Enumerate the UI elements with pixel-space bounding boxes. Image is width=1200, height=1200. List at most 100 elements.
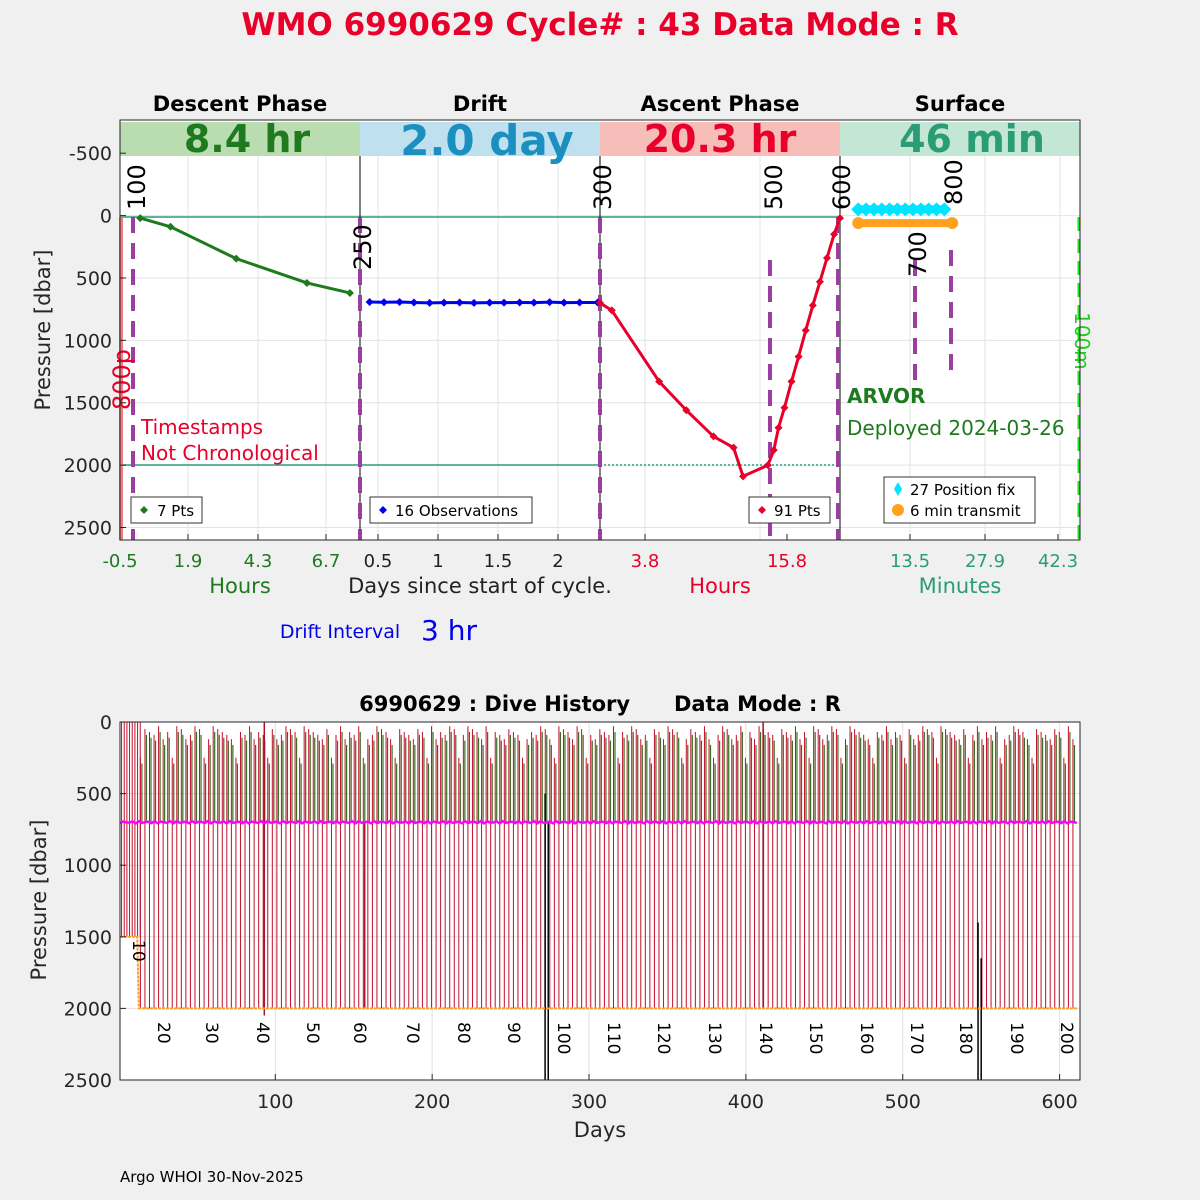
descent-legend-text: 7 Pts bbox=[157, 502, 194, 520]
drift-legend-marker-icon bbox=[379, 506, 387, 514]
ascent-point bbox=[774, 423, 783, 432]
top-y-tick-label: 500 bbox=[76, 268, 112, 290]
ascent-legend-marker-icon bbox=[758, 506, 766, 514]
top-y-axis-label: Pressure [dbar] bbox=[31, 250, 55, 411]
float-type-label: ARVOR bbox=[847, 384, 925, 408]
descent-point bbox=[136, 214, 145, 223]
drift-phase-label: Drift bbox=[453, 92, 507, 116]
drift-point bbox=[545, 298, 554, 307]
top-y-tick-label: 2000 bbox=[64, 455, 112, 477]
drift-x-tick-label: 2 bbox=[552, 551, 563, 572]
cycle-number-label: 50 bbox=[302, 1022, 322, 1044]
ascent-duration: 20.3 hr bbox=[644, 117, 797, 161]
cycle-number-label: 40 bbox=[252, 1022, 272, 1044]
drift-point bbox=[455, 298, 464, 307]
ascent-point bbox=[709, 432, 718, 441]
drift-point bbox=[560, 298, 568, 307]
drift-duration: 2.0 day bbox=[400, 116, 574, 165]
surface-x-tick-label: 13.5 bbox=[890, 551, 930, 572]
cycle-number-label: 180 bbox=[955, 1022, 975, 1054]
drift-point bbox=[515, 298, 524, 307]
drift-point bbox=[380, 298, 388, 307]
right-100m-label: 100m bbox=[1070, 312, 1094, 370]
vline-label-700: 700 bbox=[904, 231, 932, 277]
descent-point bbox=[166, 222, 175, 231]
ascent-point bbox=[607, 306, 616, 315]
descent-x-tick-label: -0.5 bbox=[102, 551, 137, 572]
top-y-tick-label: 2500 bbox=[64, 518, 112, 540]
drift-point bbox=[365, 298, 374, 307]
drift-legend: 16 Observations bbox=[369, 496, 533, 524]
park-pressure-line bbox=[119, 819, 1078, 825]
top-y-tick-label: 0 bbox=[100, 206, 112, 228]
top-y-tick-label: 1000 bbox=[64, 330, 112, 352]
ascent-legend: 91 Pts bbox=[748, 496, 831, 524]
descent-point bbox=[345, 288, 354, 297]
ascent-point bbox=[808, 301, 817, 310]
vline-label-300: 300 bbox=[589, 164, 617, 210]
drift-band bbox=[360, 122, 600, 156]
drift-x-tick-label: 0.5 bbox=[364, 551, 393, 572]
surface-x-tick-label: 42.3 bbox=[1038, 551, 1078, 572]
bottom-y-tick-label: 500 bbox=[76, 784, 112, 806]
cycle-number-label: 10 bbox=[128, 940, 148, 962]
drift-point bbox=[395, 298, 404, 307]
bottom-x-tick-label: 100 bbox=[257, 1091, 293, 1113]
position-fix-legend-text: 27 Position fix bbox=[910, 481, 1015, 499]
cycle-number-label: 160 bbox=[856, 1022, 876, 1054]
bottom-y-axis-label: Pressure [dbar] bbox=[27, 820, 51, 981]
ascent-point bbox=[780, 403, 789, 412]
descent-point bbox=[302, 278, 311, 287]
vline-label-100: 100 bbox=[123, 164, 151, 210]
ascent-point bbox=[822, 254, 831, 263]
ascent-x-tick-label: 15.8 bbox=[767, 551, 807, 572]
descent-point bbox=[232, 254, 241, 263]
cycle-number-label: 130 bbox=[704, 1022, 724, 1054]
descent-x-axis-label: Hours bbox=[209, 574, 271, 598]
surface-band bbox=[840, 122, 1080, 156]
bottom-axes-frame bbox=[119, 721, 1081, 1081]
left-800p-label: 800p bbox=[108, 349, 136, 410]
bottom-y-tick-label: 0 bbox=[100, 712, 112, 734]
top-panel: Descent Phase Drift Ascent Phase Surface… bbox=[31, 92, 1094, 647]
drift-interval-label: Drift Interval bbox=[280, 621, 400, 643]
transmit-legend-text: 6 min transmit bbox=[910, 502, 1021, 520]
cycle-number-label: 70 bbox=[402, 1022, 422, 1044]
surface-x-tick-label: 27.9 bbox=[965, 551, 1005, 572]
descent-x-tick-label: 6.7 bbox=[312, 551, 341, 572]
ascent-point bbox=[836, 214, 844, 223]
top-y-tick-label: -500 bbox=[69, 143, 112, 165]
max-depth-line bbox=[120, 935, 1077, 1010]
bottom-x-tick-label: 600 bbox=[1041, 1091, 1077, 1113]
drift-point bbox=[500, 298, 508, 307]
ascent-band bbox=[600, 122, 840, 156]
drift-point bbox=[470, 298, 478, 307]
dive-history-series bbox=[119, 722, 1078, 1080]
surface-series bbox=[851, 202, 959, 230]
vline-label-600: 600 bbox=[828, 164, 856, 210]
drift-legend-text: 16 Observations bbox=[395, 502, 518, 520]
cycle-number-label: 190 bbox=[1006, 1022, 1026, 1054]
ascent-series bbox=[596, 214, 844, 481]
drift-point bbox=[410, 298, 418, 307]
ascent-point bbox=[787, 377, 796, 386]
cycle-number-label: 80 bbox=[453, 1022, 473, 1044]
timestamps-warning-line2: Not Chronological bbox=[141, 441, 319, 465]
ascent-point bbox=[655, 377, 664, 386]
bottom-y-tick-label: 2500 bbox=[64, 1070, 112, 1092]
cycle-number-label: 120 bbox=[653, 1022, 673, 1054]
surface-duration: 46 min bbox=[899, 117, 1045, 161]
ascent-x-axis-label: Hours bbox=[689, 574, 751, 598]
bottom-y-tick-label: 2000 bbox=[64, 998, 112, 1020]
drift-line bbox=[369, 300, 598, 305]
transmit-legend-icon bbox=[892, 504, 904, 516]
ascent-point bbox=[794, 352, 803, 361]
top-y-ticks: -500 0 500 1000 1500 2000 2500 bbox=[64, 143, 126, 540]
drift-point bbox=[425, 298, 434, 307]
drift-interval-value: 3 hr bbox=[421, 614, 477, 647]
ascent-point bbox=[801, 326, 810, 335]
bottom-y-tick-label: 1500 bbox=[64, 927, 112, 949]
cycle-number-label: 110 bbox=[603, 1022, 623, 1054]
drift-x-tick-label: 1 bbox=[432, 551, 443, 572]
